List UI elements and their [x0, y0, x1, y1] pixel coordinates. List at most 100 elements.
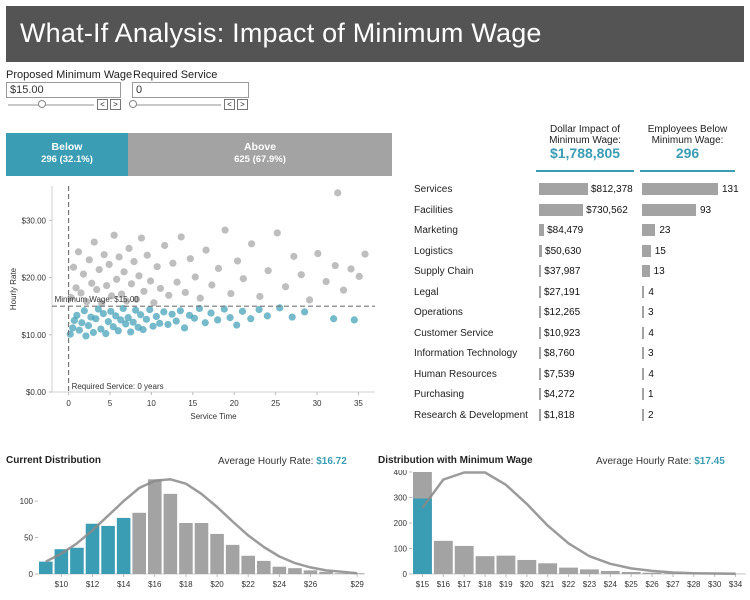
y-tick-label: $20.00	[22, 274, 47, 283]
dollar-impact-bar	[539, 326, 541, 339]
wage-slider-handle[interactable]	[38, 100, 47, 108]
y-tick-label: $30.00	[22, 216, 47, 225]
x-tick-label: 0	[66, 399, 71, 408]
service-increment-button[interactable]: >	[237, 99, 248, 110]
below-point	[156, 319, 164, 327]
below-point	[84, 322, 93, 330]
above-point	[202, 246, 210, 254]
dollar-impact-label: $50,630	[545, 245, 582, 257]
dollar-impact-bar	[539, 388, 541, 400]
service-input[interactable]: 0	[132, 82, 249, 98]
service-decrement-button[interactable]: <	[224, 99, 235, 110]
below-point	[112, 312, 120, 320]
department-name: Facilities	[414, 204, 453, 216]
employees-kpi-underline	[640, 170, 735, 172]
employee-count-label: 23	[659, 225, 671, 236]
below-point	[99, 310, 107, 318]
y-tick-label: 100	[394, 545, 408, 554]
employee-count-label: 2	[648, 409, 654, 421]
x-tick-label: $28	[687, 580, 701, 589]
above-point	[273, 229, 281, 237]
below-point	[152, 312, 160, 321]
service-slider-handle[interactable]	[129, 100, 137, 108]
above-summary-box[interactable]: Above 625 (67.9%)	[128, 133, 392, 176]
histogram-bar	[580, 569, 599, 574]
x-tick-label: $27	[666, 580, 680, 589]
below-point	[109, 323, 117, 331]
wage-increment-button[interactable]: >	[110, 99, 121, 110]
below-point	[82, 332, 90, 340]
x-tick-label: $14	[117, 580, 131, 589]
department-name: Marketing	[414, 225, 458, 236]
x-tick-label: $20	[210, 580, 224, 589]
service-slider-track[interactable]	[133, 104, 221, 106]
above-point	[161, 241, 169, 250]
above-point	[153, 263, 161, 271]
x-tick-label: 35	[354, 399, 363, 408]
histogram-bar	[559, 567, 578, 574]
below-point	[247, 315, 255, 323]
below-summary-box[interactable]: Below 296 (32.1%)	[6, 133, 128, 176]
histogram-bar	[475, 556, 495, 574]
wage-slider-track[interactable]	[8, 104, 94, 106]
above-point	[122, 297, 131, 305]
employees-below-value: 296	[675, 145, 700, 161]
below-point	[75, 326, 83, 334]
above-point	[156, 284, 165, 293]
dollar-impact-label: $7,539	[544, 368, 575, 380]
histogram-bar	[70, 547, 84, 574]
x-tick-label: $18	[478, 580, 492, 589]
employee-count-label: 93	[699, 204, 712, 216]
dollar-impact-label: $8,760	[544, 348, 575, 359]
y-tick-label: $0.00	[26, 388, 47, 397]
histogram-bar	[85, 523, 100, 574]
wage-input[interactable]: $15.00	[6, 82, 121, 98]
employee-count-label: 4	[648, 368, 654, 380]
above-point	[117, 290, 126, 298]
above-point	[221, 226, 229, 234]
x-tick-label: $12	[86, 580, 100, 589]
above-point	[115, 253, 123, 261]
histogram-bar	[454, 545, 474, 574]
histogram-bar	[600, 570, 620, 574]
x-tick-label: $22	[562, 580, 576, 589]
min-wage-average-label: Average Hourly Rate: $17.45	[596, 456, 725, 467]
employees-below-title-1: Employees Below	[647, 124, 728, 135]
dollar-impact-bar	[539, 367, 541, 380]
y-tick-label: 50	[24, 534, 33, 543]
minimum-wage-label: Minimum Wage: $15.00	[55, 295, 140, 304]
above-point	[135, 272, 143, 280]
x-tick-label: 5	[108, 399, 113, 408]
histogram-bar	[39, 561, 53, 574]
above-point	[361, 250, 369, 258]
below-point	[122, 320, 130, 328]
above-point	[90, 238, 98, 246]
below-point	[201, 319, 209, 327]
above-point	[100, 251, 108, 259]
department-name: Research & Development	[414, 409, 528, 421]
below-point	[127, 328, 135, 336]
below-point	[350, 316, 358, 324]
above-point	[227, 289, 235, 298]
min-wage-distribution-title: Distribution with Minimum Wage	[378, 455, 533, 466]
department-name: Purchasing	[414, 389, 465, 400]
x-tick-label: $16	[148, 580, 162, 589]
above-point	[339, 286, 348, 294]
histogram-bar	[101, 525, 115, 574]
scatter-chart: $0.00 $10.00 $20.00 $30.00 0 5 10 15 20 25 30 35 Ser…	[9, 186, 375, 421]
dollar-impact-bar	[539, 408, 541, 421]
department-name: Information Technology	[414, 348, 518, 359]
x-tick-label: $26	[304, 580, 318, 589]
below-value: 296 (32.1%)	[41, 154, 93, 165]
employee-count-label: 3	[648, 348, 654, 359]
wage-decrement-button[interactable]: <	[97, 99, 108, 110]
dollar-impact-label: $4,272	[544, 389, 575, 400]
dollar-kpi-underline	[536, 170, 634, 172]
above-point	[331, 261, 339, 270]
employee-count-bar	[642, 265, 650, 277]
y-axis-title: Hourly Rate	[9, 267, 18, 310]
above-point	[113, 275, 121, 283]
below-point	[190, 314, 199, 322]
histogram-bar	[303, 570, 318, 574]
below-point	[124, 314, 132, 322]
